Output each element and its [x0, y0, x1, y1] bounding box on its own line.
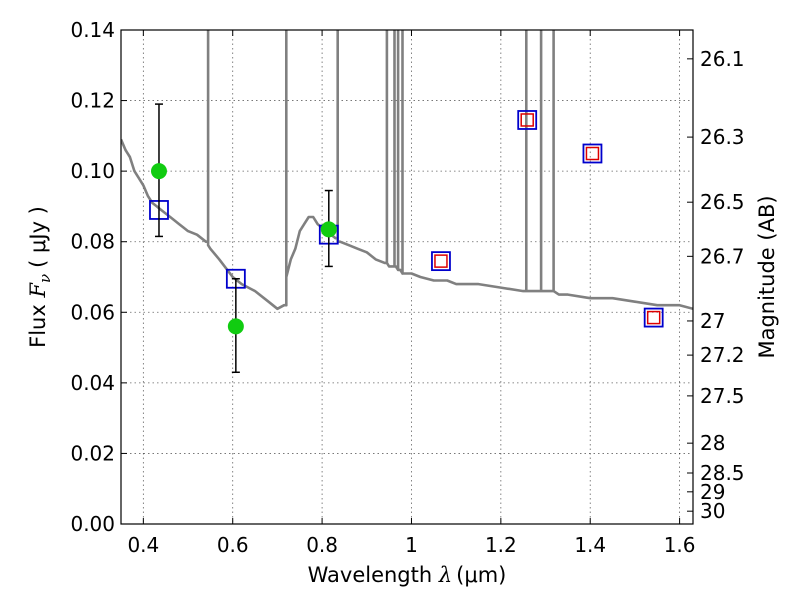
y2-tick-label: 27: [700, 309, 725, 333]
y-tick-label: 0.08: [70, 230, 115, 254]
observed-point: [320, 221, 337, 238]
x-tick-label: 0.4: [127, 533, 159, 557]
y-tick-label: 0.04: [70, 371, 115, 395]
y-axis-label: Flux Fν( μJy ): [26, 206, 54, 348]
y2-tick-label: 27.5: [700, 384, 745, 408]
model-point: [431, 251, 451, 272]
model-point-inner: [585, 146, 600, 161]
observed-point: [150, 163, 167, 180]
x-tick-label: 1.6: [664, 533, 696, 557]
x-axis-label: Wavelength λ (μm): [308, 563, 507, 587]
y2-tick-label: 26.7: [700, 244, 745, 268]
y2-tick-label: 26.3: [700, 125, 745, 149]
x-tick-label: 0.6: [217, 533, 249, 557]
x-tick-label: 1.2: [485, 533, 517, 557]
y-tick-label: 0.12: [70, 89, 115, 113]
y-tick-label: 0.14: [70, 18, 115, 42]
y2-tick-label: 26.1: [700, 47, 745, 71]
plot-frame: [120, 29, 694, 525]
x-tick-label: 1.4: [574, 533, 606, 557]
y2-tick-label: 29: [700, 480, 725, 504]
spectrum-line: [121, 30, 693, 311]
y-tick-label: 0.06: [70, 300, 115, 324]
axes-ticks: 0.4 0.6 0.8 1 1.2 1.4 1.6 0.00 0.02 0.04 0.06 0.08 0…: [70, 18, 744, 557]
y2-axis-label: Magnitude (AB): [755, 195, 779, 358]
model-point: [582, 143, 603, 164]
model-point: [517, 110, 538, 130]
observed-point: [227, 318, 244, 335]
x-tick-label: 1: [405, 533, 418, 557]
y-tick-label: 0.02: [70, 441, 115, 465]
model-point-inner: [646, 310, 661, 325]
y2-tick-label: 26.5: [700, 190, 745, 214]
y2-tick-label: 28.5: [700, 461, 745, 485]
y2-tick-label: 28: [700, 431, 725, 455]
model-point: [643, 307, 664, 328]
model-point-inner: [520, 113, 534, 127]
y-tick-label: 0.10: [70, 159, 115, 183]
y2-tick-label: 30: [700, 499, 725, 523]
y2-tick-label: 27.2: [700, 343, 745, 367]
model-point-inner: [434, 254, 448, 268]
y-tick-label: 0.00: [70, 512, 115, 536]
plot-data: [121, 30, 693, 374]
x-tick-label: 0.8: [306, 533, 338, 557]
